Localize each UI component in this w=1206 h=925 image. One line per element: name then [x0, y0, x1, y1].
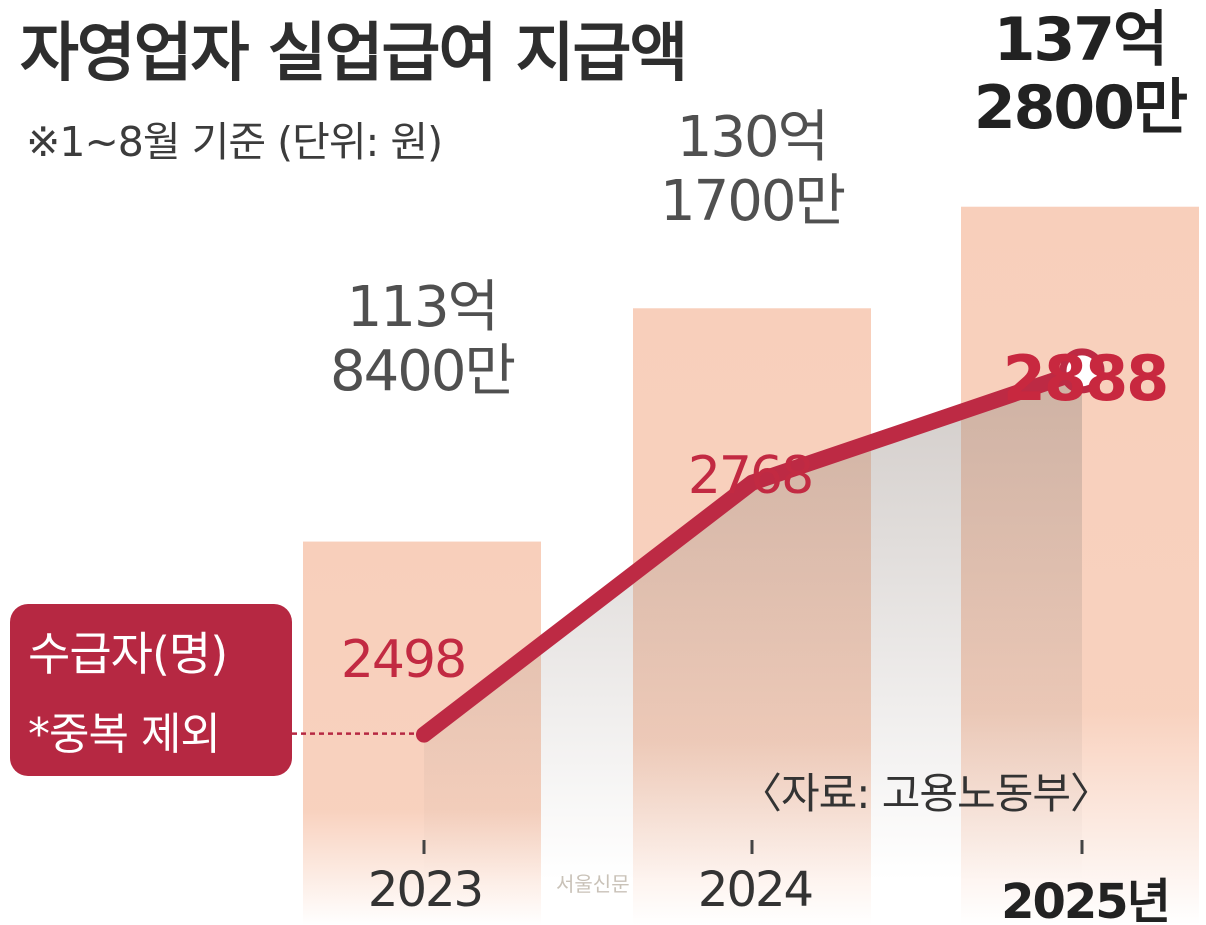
count-label-2023: 2498 [340, 630, 467, 690]
count-label-2025: 2888 [1002, 342, 1170, 415]
amount-label-2023-line1: 113억 [346, 275, 499, 340]
legend-note: *중복 제외 [28, 709, 221, 760]
amount-label-2025-line2: 2800만 [973, 73, 1188, 144]
chart-title: 자영업자 실업급여 지급액 [20, 17, 688, 91]
legend-box [10, 604, 292, 776]
amount-label-2023: 113억 8400만 [303, 276, 541, 404]
amount-label-2024-line1: 130억 [676, 105, 829, 170]
x-tick-label-2024: 2024 [697, 862, 814, 918]
source-note: 〈자료: 고용노동부〉 [740, 769, 1112, 818]
x-tick-label-2025: 2025년 [1001, 874, 1171, 925]
chart-subtitle: ※1~8월 기준 (단위: 원) [26, 118, 443, 166]
amount-label-2025: 137억 2800만 [961, 6, 1199, 143]
legend-title: 수급자(명) [28, 627, 228, 681]
line-area-shadow [424, 370, 1082, 880]
amount-label-2025-line1: 137억 [993, 5, 1168, 75]
watermark: 서울신문 [556, 872, 630, 896]
recipients-line [416, 362, 1090, 743]
amount-label-2024-line2: 1700만 [659, 168, 846, 234]
amount-label-2024: 130억 1700만 [633, 106, 871, 234]
recipients-endpoint-2025 [1059, 348, 1105, 394]
x-tick-label-2023: 2023 [367, 862, 484, 918]
count-label-2024: 2768 [687, 446, 814, 506]
amount-label-2023-line2: 8400만 [329, 338, 516, 404]
